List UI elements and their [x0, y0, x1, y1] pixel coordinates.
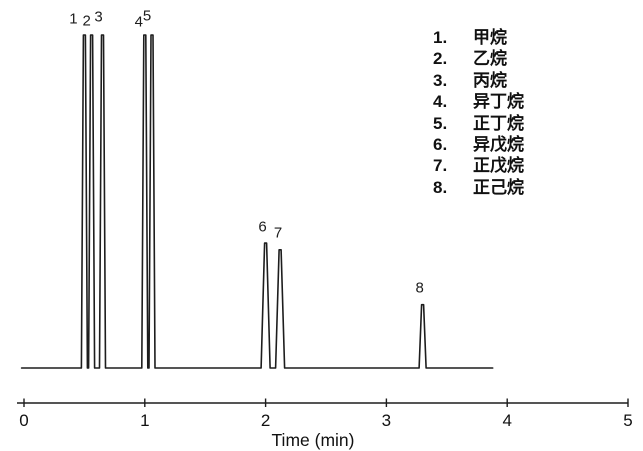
legend-item: 2. 乙烷 — [433, 48, 524, 69]
x-tick-label: 4 — [502, 411, 511, 430]
legend-item-name: 正戊烷 — [473, 156, 524, 176]
x-axis: 0 1 2 3 4 5 — [17, 398, 633, 430]
legend-item-number: 2. — [433, 49, 448, 69]
peak-number-label: 4 — [134, 13, 143, 31]
peak-legend: 1. 甲烷 2. 乙烷 3. 丙烷 4. 异丁烷 5. 正丁烷 6. 异戊烷 7. 正戊烷 8. 正己烷 — [433, 27, 524, 198]
legend-item-number: 3. — [433, 70, 448, 90]
legend-item-name: 异丁烷 — [473, 92, 524, 112]
legend-item-name: 正己烷 — [473, 177, 524, 197]
chromatogram-trace — [20, 34, 494, 369]
peak-number-label: 6 — [258, 218, 267, 236]
x-tick-label: 2 — [261, 411, 270, 430]
legend-item: 8. 正己烷 — [433, 177, 524, 198]
legend-item-name: 异戊烷 — [473, 135, 524, 155]
legend-item: 7. 正戊烷 — [433, 155, 524, 176]
legend-item: 5. 正丁烷 — [433, 113, 524, 134]
legend-item-name: 正丁烷 — [473, 113, 524, 133]
x-tick-label: 3 — [382, 411, 391, 430]
peak-number-label: 1 — [69, 10, 78, 28]
x-tick-label: 0 — [19, 411, 28, 430]
legend-item-number: 7. — [433, 156, 448, 176]
peak-number-label: 5 — [142, 7, 152, 25]
legend-item-number: 1. — [433, 28, 448, 47]
legend-item-name: 丙烷 — [473, 70, 507, 90]
legend-item-number: 6. — [433, 135, 448, 155]
legend-item: 6. 异戊烷 — [433, 134, 524, 155]
legend-item: 1. 甲烷 — [433, 27, 524, 48]
legend-item: 3. 丙烷 — [433, 70, 524, 91]
peak-number-label: 3 — [94, 8, 103, 26]
legend-item-number: 8. — [433, 177, 448, 197]
peak-number-label: 8 — [415, 279, 424, 297]
legend-item-name: 乙烷 — [473, 49, 507, 69]
peak-number-label: 7 — [273, 224, 283, 242]
x-tick-label: 5 — [623, 411, 632, 430]
peak-number-label: 2 — [82, 12, 91, 30]
legend-item-name: 甲烷 — [473, 28, 507, 47]
x-tick-label: 1 — [140, 411, 149, 430]
legend-item: 4. 异丁烷 — [433, 91, 524, 112]
legend-item-number: 4. — [433, 92, 448, 112]
x-axis-title: Time (min) — [272, 430, 355, 450]
legend-item-number: 5. — [433, 113, 448, 133]
